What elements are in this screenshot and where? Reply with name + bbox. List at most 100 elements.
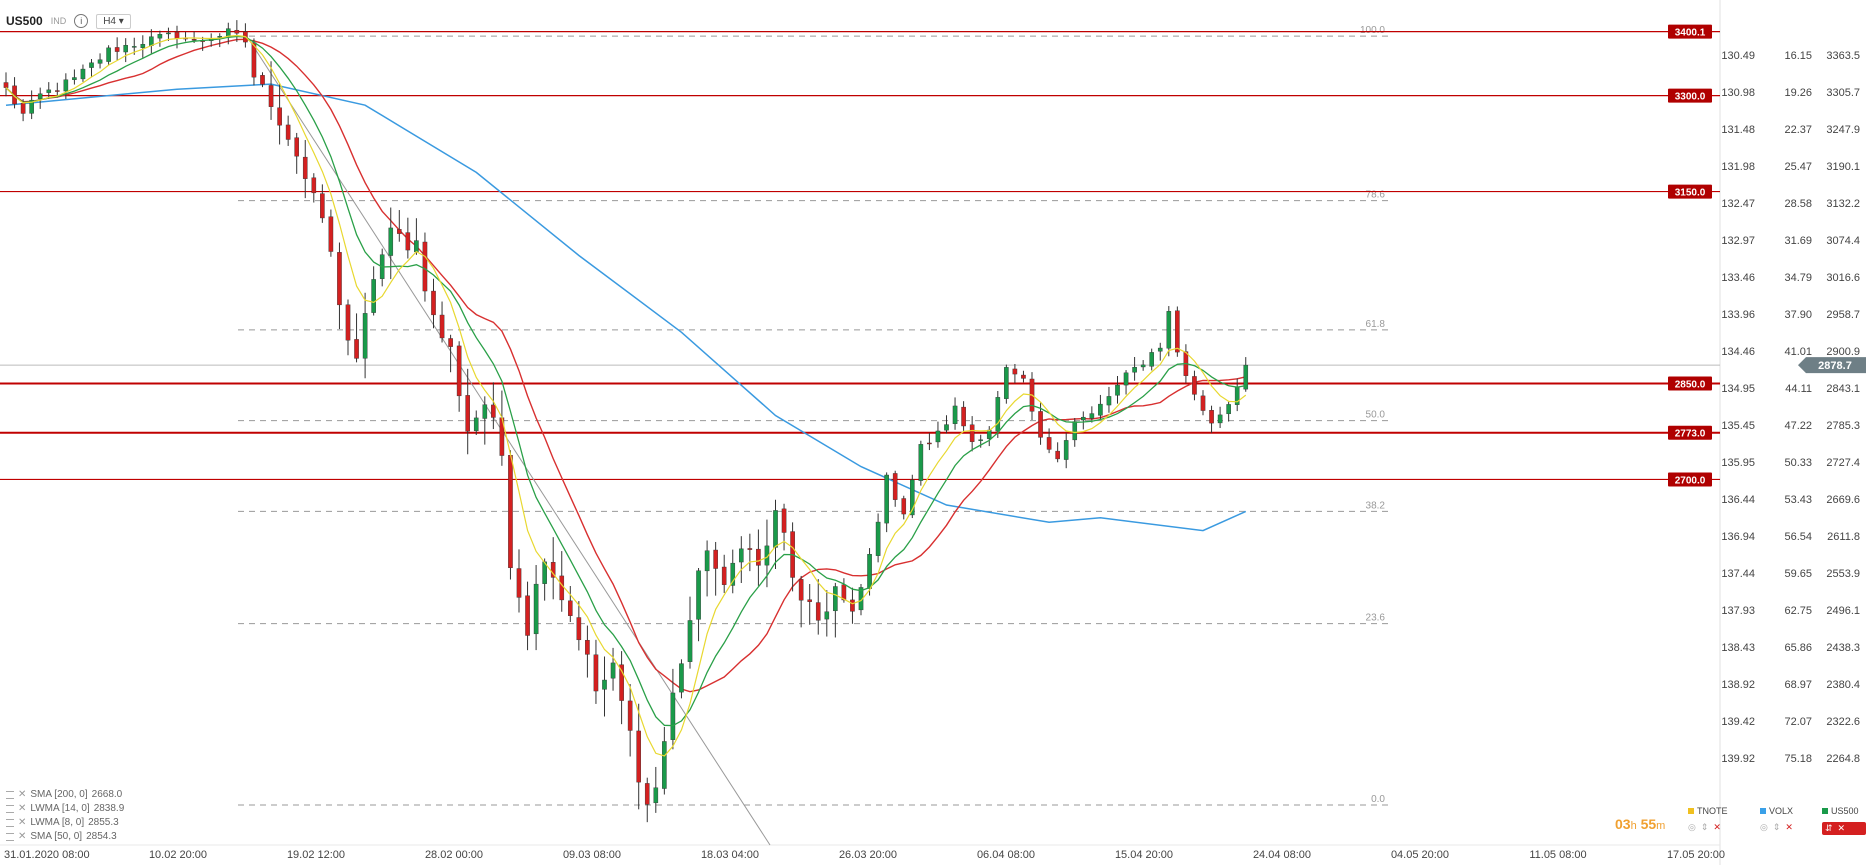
price-level-tag-label: 2700.0 [1675, 475, 1706, 486]
candle-body [3, 82, 9, 88]
candle-body [482, 404, 488, 419]
x-axis-tick-label: 18.03 04:00 [701, 849, 759, 861]
move-icon[interactable]: ⇕ [1772, 822, 1781, 832]
timeframe-dropdown[interactable]: H4 ▾ [96, 13, 131, 29]
x-axis-tick-label: 31.01.2020 08:00 [4, 849, 90, 861]
timer-minutes: 55 [1640, 816, 1657, 832]
candle-body [46, 89, 52, 93]
close-icon[interactable]: ✕ [1837, 823, 1846, 833]
candle-body [1243, 364, 1249, 390]
symbol-label[interactable]: US500 [6, 14, 43, 28]
y-axis-tick-label: 139.42 [1721, 716, 1755, 728]
lock-icon[interactable]: ⇵ [1825, 823, 1833, 833]
move-icon[interactable]: ⇕ [1700, 822, 1709, 832]
candle-body [63, 79, 69, 92]
y-axis-tick-label: 2900.9 [1826, 346, 1860, 358]
candle-body [1217, 414, 1223, 424]
candle-body [431, 290, 436, 316]
eye-icon[interactable]: ◎ [1760, 822, 1768, 832]
price-level-tag [1668, 472, 1712, 487]
y-axis-tick-label: 2438.3 [1826, 642, 1860, 654]
close-icon[interactable]: ✕ [1713, 822, 1721, 832]
candle-body [114, 47, 120, 52]
y-axis-tick-label: 137.44 [1721, 568, 1755, 580]
candle-body [174, 31, 180, 40]
panel-name: US500 [1831, 806, 1859, 816]
y-axis-tick-label: 135.45 [1721, 420, 1755, 432]
candle-body [602, 679, 607, 690]
price-level-tag-label: 3400.1 [1675, 28, 1706, 39]
candle-body [55, 90, 60, 92]
candle-body [123, 45, 128, 53]
indicator-label: SMA [50, 0] [30, 831, 83, 842]
timer-minutes-unit: m [1656, 820, 1666, 832]
y-axis-tick-label: 34.79 [1784, 272, 1812, 284]
candle-body [756, 548, 761, 566]
tnote-color-swatch [1688, 808, 1694, 814]
candle-body [815, 602, 821, 621]
candle-body [166, 32, 171, 35]
candle-body [850, 599, 855, 612]
y-axis-tick-label: 2322.6 [1826, 716, 1860, 728]
candle-body [191, 39, 197, 41]
fib-level-label: 38.2 [1366, 500, 1386, 511]
close-icon[interactable]: ✕ [18, 789, 27, 800]
candle-body [781, 508, 787, 533]
price-level-tag [1668, 184, 1712, 199]
y-axis-tick-label: 22.37 [1784, 124, 1812, 136]
candle-body [72, 77, 77, 80]
candle-body [140, 44, 146, 48]
candle-body [1038, 411, 1043, 438]
close-icon[interactable]: ✕ [18, 817, 27, 828]
candle-body [593, 654, 599, 692]
x-axis-tick-label: 09.03 08:00 [563, 849, 621, 861]
close-icon[interactable]: ✕ [1785, 822, 1793, 832]
candle-body [388, 227, 394, 256]
y-axis-tick-label: 139.92 [1721, 753, 1755, 765]
info-icon[interactable]: i [74, 14, 89, 28]
candle-body [747, 548, 753, 550]
indicator-value: 2668.0 [91, 789, 123, 800]
candle-body [1055, 450, 1060, 460]
fib-level-label: 23.6 [1366, 613, 1386, 624]
indicator-lwma14[interactable]: ✕ LWMA [14, 0] 2838.9 [6, 802, 124, 816]
price-level-tag [1668, 376, 1712, 391]
candle-body [1175, 310, 1180, 353]
candle-body [337, 252, 342, 306]
eye-icon[interactable]: ◎ [1688, 822, 1696, 832]
candle-body [687, 620, 693, 662]
fib-level-label: 61.8 [1366, 319, 1386, 330]
menu-icon[interactable] [6, 819, 14, 827]
y-axis-tick-label: 65.86 [1784, 642, 1812, 654]
candle-body [610, 662, 616, 679]
menu-icon[interactable] [6, 791, 14, 799]
candle-body [397, 229, 402, 234]
close-icon[interactable]: ✕ [18, 803, 27, 814]
menu-icon[interactable] [6, 805, 14, 813]
indicator-sma200[interactable]: ✕ SMA [200, 0] 2668.0 [6, 788, 124, 802]
menu-icon[interactable] [6, 833, 14, 841]
candle-body [901, 498, 907, 515]
candle-body [927, 442, 932, 445]
candle-body [986, 429, 992, 439]
candle-countdown: 03h 55m [1615, 816, 1665, 832]
candle-body [525, 595, 530, 636]
axis-panel-tnote: TNOTE ◎ ⇕ ✕ [1688, 806, 1758, 833]
x-axis-tick-label: 06.04 08:00 [977, 849, 1035, 861]
candle-body [1132, 367, 1137, 373]
y-axis-tick-label: 2553.9 [1826, 568, 1860, 580]
current-price-tag [1798, 357, 1866, 374]
x-axis-tick-label: 19.02 12:00 [287, 849, 345, 861]
candle-body [20, 103, 26, 114]
y-axis-tick-label: 131.98 [1721, 161, 1755, 173]
close-icon[interactable]: ✕ [18, 831, 27, 842]
y-axis-tick-label: 3190.1 [1826, 161, 1860, 173]
indicator-lwma8[interactable]: ✕ LWMA [8, 0] 2855.3 [6, 816, 124, 830]
y-axis-tick-label: 37.90 [1784, 309, 1812, 321]
candle-body [302, 156, 308, 179]
y-axis-tick-label: 3305.7 [1826, 87, 1860, 99]
fib-level-label: 78.6 [1366, 190, 1386, 201]
indicator-sma50[interactable]: ✕ SMA [50, 0] 2854.3 [6, 830, 124, 844]
candle-body [89, 62, 94, 68]
